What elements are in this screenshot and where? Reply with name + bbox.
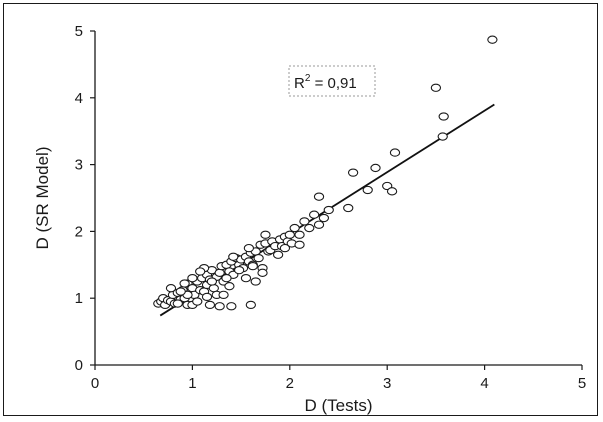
data-point <box>386 187 398 196</box>
data-point <box>226 302 237 311</box>
data-point <box>195 267 206 276</box>
x-tick-label: 2 <box>286 375 294 392</box>
data-point <box>299 217 310 226</box>
y-tick-label: 1 <box>75 290 83 307</box>
data-point <box>245 300 256 310</box>
data-point <box>284 230 295 239</box>
annotation-value: = 0,91 <box>310 75 356 92</box>
x-tick-label: 0 <box>91 375 99 392</box>
y-tick-label: 5 <box>75 23 83 40</box>
data-point <box>294 240 305 249</box>
data-point <box>438 112 449 121</box>
data-point <box>201 292 213 302</box>
data-point <box>430 83 442 92</box>
data-point <box>208 284 219 293</box>
x-tick-label: 4 <box>480 375 488 392</box>
y-tick-label: 0 <box>75 357 83 374</box>
data-point <box>179 279 190 288</box>
data-point <box>221 274 232 283</box>
data-point <box>304 223 315 233</box>
r-squared-annotation: R2 = 0,91 <box>288 65 376 97</box>
data-point <box>289 223 300 233</box>
data-point <box>228 252 239 261</box>
data-point <box>214 302 225 311</box>
x-tick-label: 5 <box>578 375 586 392</box>
y-tick-label: 3 <box>75 157 83 174</box>
data-point <box>206 277 218 286</box>
data-point <box>347 168 359 177</box>
data-point <box>218 290 229 300</box>
data-point <box>294 230 305 239</box>
data-point <box>250 277 261 286</box>
annotation-text: R2 = 0,91 <box>294 73 357 92</box>
data-point <box>370 163 381 173</box>
data-point <box>240 274 252 283</box>
data-point <box>260 230 271 239</box>
data-point <box>323 205 334 215</box>
labels-layer: D (Tests) D (SR Model) <box>33 147 373 415</box>
x-tick-label: 3 <box>383 375 391 392</box>
data-point <box>272 250 284 259</box>
data-point <box>313 220 325 229</box>
axes: 0 1 2 3 4 5 0 1 2 3 4 5 <box>75 23 587 392</box>
data-point <box>487 35 498 44</box>
annotation-box <box>288 65 376 97</box>
y-tick-label: 4 <box>75 90 83 107</box>
x-axis-title: D (Tests) <box>305 396 373 415</box>
annotation-base: R <box>294 75 305 92</box>
data-point <box>313 192 325 201</box>
data-point <box>343 203 354 213</box>
x-tick-label: 1 <box>188 375 196 392</box>
data-point <box>204 300 216 310</box>
data-point <box>224 282 235 291</box>
y-tick-label: 2 <box>75 223 83 240</box>
data-point <box>247 261 258 271</box>
data-point <box>308 210 320 219</box>
data-point <box>165 284 177 293</box>
data-point <box>243 243 255 253</box>
data-point <box>318 213 330 223</box>
y-axis-title: D (SR Model) <box>33 147 52 250</box>
data-point <box>187 274 198 283</box>
points-layer <box>153 35 498 311</box>
data-point <box>437 132 448 141</box>
data-point <box>175 287 186 296</box>
data-point <box>279 243 291 253</box>
data-point <box>257 268 268 277</box>
data-point <box>234 265 245 275</box>
annotation-superscript: 2 <box>305 73 311 84</box>
data-point <box>172 299 183 308</box>
data-point <box>362 185 373 195</box>
data-point <box>192 297 203 306</box>
data-point <box>253 253 264 263</box>
data-point <box>389 148 401 157</box>
